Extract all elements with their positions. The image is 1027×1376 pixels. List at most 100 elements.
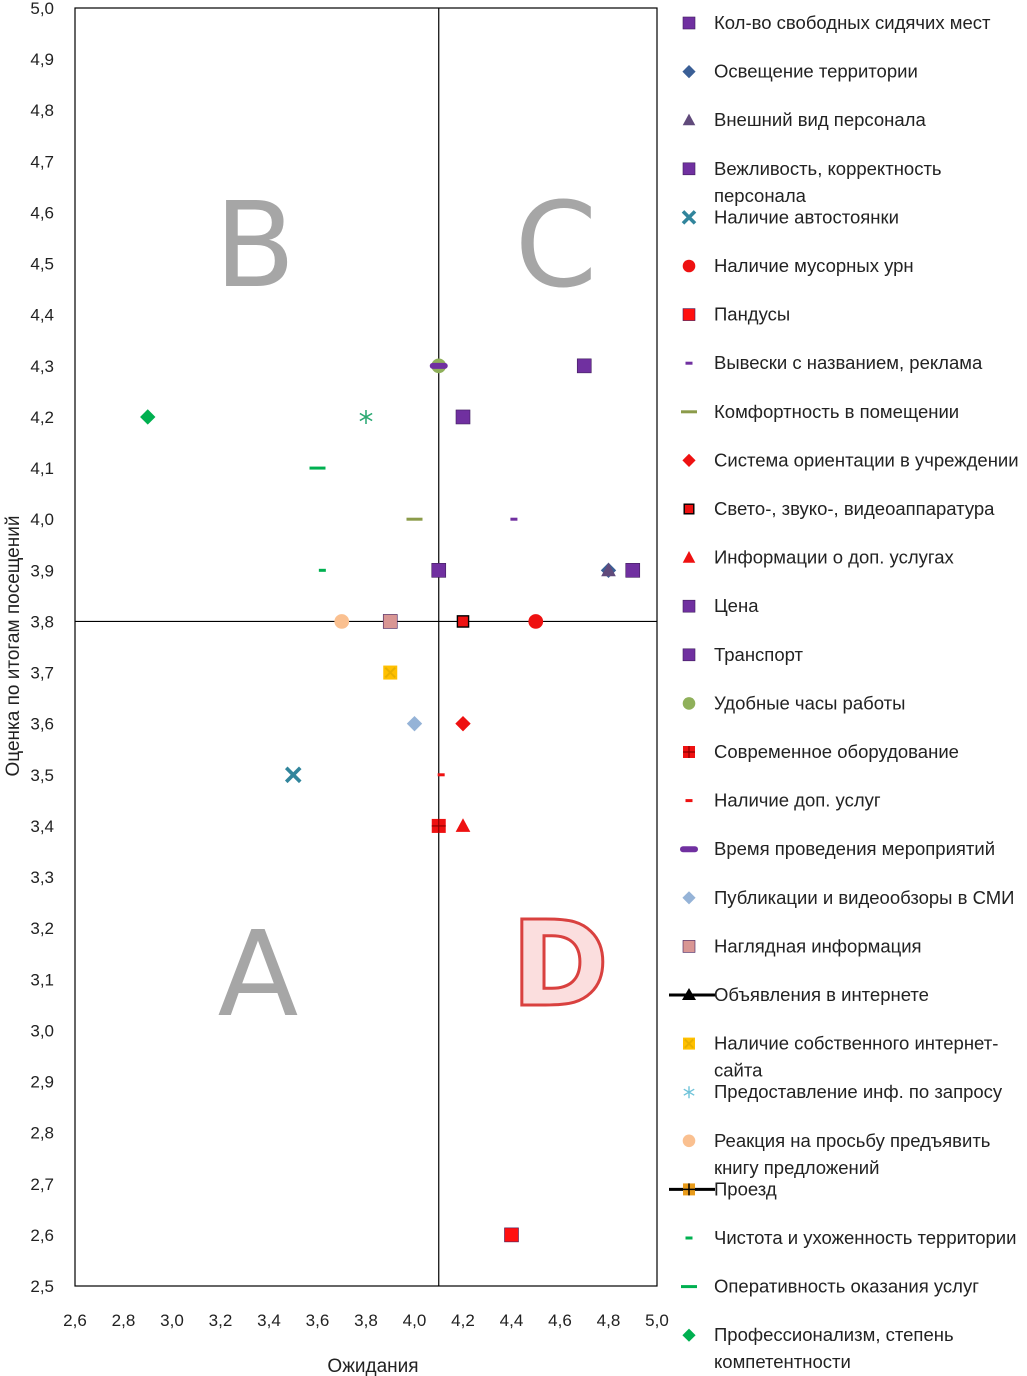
- legend-marker: [683, 1086, 695, 1099]
- legend-item: Предоставление инф. по запросу: [683, 1081, 1003, 1102]
- x-tick-label: 4,2: [451, 1311, 475, 1330]
- data-point: [431, 818, 446, 833]
- data-point: [437, 773, 445, 777]
- y-tick-label: 3,7: [30, 664, 54, 683]
- data-point: [383, 665, 398, 680]
- legend-marker: [682, 308, 696, 321]
- y-tick-label: 3,0: [30, 1021, 54, 1040]
- legend-marker: [683, 503, 695, 515]
- legend-item: Наглядная информация: [682, 935, 922, 956]
- y-tick-label: 2,9: [30, 1073, 54, 1092]
- legend-marker: [682, 259, 696, 273]
- quadrant-label-d: D: [511, 895, 609, 1033]
- x-tick-label: 3,0: [160, 1311, 184, 1330]
- x-tick-label: 4,4: [500, 1311, 524, 1330]
- legend-label: Кол-во свободных сидячих мест: [714, 12, 991, 33]
- legend-label: Время проведения мероприятий: [714, 838, 995, 859]
- legend-item: Наличие автостоянки: [681, 206, 899, 227]
- data-point: [625, 563, 641, 578]
- legend-label: Цена: [714, 595, 759, 616]
- legend-item: Наличие доп. услуг: [685, 790, 881, 811]
- legend-item: Кол-во свободных сидячих мест: [682, 12, 991, 33]
- y-tick-label: 4,7: [30, 152, 54, 171]
- legend-marker: [669, 988, 715, 1000]
- legend-marker: [682, 551, 696, 563]
- data-point: [140, 409, 156, 425]
- legend-label: Система ориентации в учреждении: [714, 449, 1019, 470]
- y-tick-label: 2,8: [30, 1124, 54, 1143]
- legend-item: Публикации и видеообзоры в СМИ: [682, 887, 1014, 908]
- legend-item: Пандусы: [682, 304, 790, 325]
- legend-label: Публикации и видеообзоры в СМИ: [714, 887, 1014, 908]
- data-point: [528, 614, 544, 629]
- legend-item: Внешний вид персонала: [682, 109, 926, 130]
- y-axis-label: Оценка по итогам посещений: [3, 516, 24, 777]
- legend-item: Оперативность оказания услуг: [681, 1276, 979, 1297]
- x-tick-label: 2,8: [112, 1311, 136, 1330]
- x-tick-label: 3,4: [257, 1311, 281, 1330]
- legend-marker: [682, 599, 696, 613]
- y-tick-label: 3,9: [30, 561, 54, 580]
- legend-item: Транспорт: [682, 644, 803, 665]
- data-point: [456, 615, 470, 628]
- legend-marker: [682, 940, 696, 953]
- legend-label: Освещение территории: [714, 61, 918, 82]
- legend-marker: [683, 746, 695, 758]
- legend-item: Цена: [682, 595, 759, 616]
- legend-item: Освещение территории: [682, 61, 918, 82]
- legend-item: Профессионализм, степень компетентности: [682, 1324, 954, 1372]
- y-tick-label: 3,6: [30, 715, 54, 734]
- legend-item: Комфортность в помещении: [681, 401, 959, 422]
- data-point: [455, 818, 471, 832]
- legend-label: Профессионализм, степень компетентности: [714, 1324, 954, 1372]
- y-tick-label: 4,4: [30, 306, 54, 325]
- x-tick-label: 4,6: [548, 1311, 572, 1330]
- legend-marker: [682, 891, 696, 905]
- y-tick-label: 4,8: [30, 101, 54, 120]
- legend-item: Вежливость, корректность персонала: [682, 158, 942, 206]
- legend-label: Транспорт: [714, 644, 803, 665]
- legend-marker: [680, 846, 698, 853]
- legend-item: Информации о доп. услугах: [682, 547, 955, 568]
- legend-marker: [669, 1183, 715, 1196]
- legend-label: Проезд: [714, 1178, 777, 1199]
- data-point: [601, 562, 616, 577]
- y-tick-label: 4,2: [30, 408, 54, 427]
- legend-marker: [682, 16, 696, 30]
- legend-label: Чистота и ухоженность территории: [714, 1227, 1016, 1248]
- y-tick-label: 3,4: [30, 817, 54, 836]
- x-tick-label: 3,2: [209, 1311, 233, 1330]
- legend-item: Чистота и ухоженность территории: [685, 1227, 1016, 1248]
- legend-label: Комфортность в помещении: [714, 401, 959, 422]
- quadrant-label-c: C: [515, 176, 597, 314]
- x-tick-label: 3,8: [354, 1311, 378, 1330]
- data-point: [576, 358, 592, 374]
- quadrant-label-a: A: [218, 905, 299, 1043]
- legend-marker: [681, 1285, 697, 1289]
- data-point: [406, 715, 423, 732]
- x-tick-label: 4,0: [403, 1311, 427, 1330]
- legend-item: Вывески с названием, реклама: [685, 352, 983, 373]
- legend-label: Объявления в интернете: [714, 984, 929, 1005]
- y-tick-label: 3,8: [30, 612, 54, 631]
- legend-item: Проезд: [669, 1178, 777, 1199]
- y-tick-label: 4,5: [30, 255, 54, 274]
- legend-label: Наличие доп. услуг: [714, 790, 881, 811]
- y-tick-label: 4,9: [30, 50, 54, 69]
- legend-marker: [681, 210, 697, 225]
- data-point: [429, 362, 448, 369]
- legend-label: Оперативность оказания услуг: [714, 1276, 979, 1297]
- y-tick-label: 2,7: [30, 1175, 54, 1194]
- y-tick-label: 4,0: [30, 510, 54, 529]
- data-point: [431, 563, 447, 578]
- data-point: [510, 517, 518, 521]
- legend-marker: [685, 361, 693, 365]
- legend-label: Вежливость, корректность персонала: [714, 158, 942, 206]
- y-tick-label: 2,6: [30, 1226, 54, 1245]
- legend-marker: [683, 1037, 695, 1050]
- legend-item: Удобные часы работы: [682, 692, 905, 713]
- legend-marker: [682, 65, 696, 79]
- legend-item: Время проведения мероприятий: [680, 838, 995, 859]
- data-point: [359, 409, 373, 424]
